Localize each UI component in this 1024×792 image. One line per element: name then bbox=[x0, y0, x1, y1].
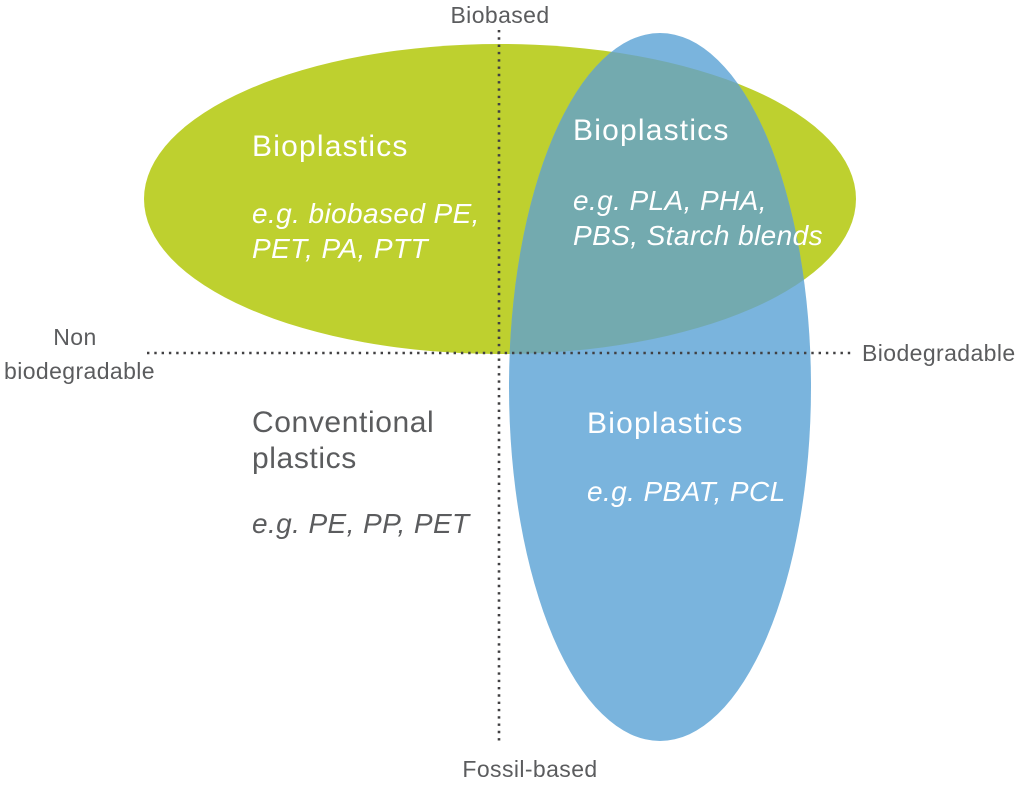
blue-region-heading: Bioplastics bbox=[587, 407, 744, 440]
overlap-region-examples: e.g. PLA, PHA, PBS, Starch blends bbox=[573, 185, 823, 251]
axis-label-biodegradable: Biodegradable bbox=[862, 340, 1016, 366]
green-region-examples: e.g. biobased PE, PET, PA, PTT bbox=[252, 198, 480, 264]
conventional-plastics-examples: e.g. PE, PP, PET bbox=[252, 508, 470, 539]
overlap-region bbox=[509, 44, 811, 354]
overlap-region-heading: Bioplastics bbox=[573, 114, 730, 147]
axis-label-non-biodegradable: Non biodegradable bbox=[4, 324, 155, 384]
blue-region-examples: e.g. PBAT, PCL bbox=[587, 476, 786, 507]
axis-label-biobased: Biobased bbox=[450, 2, 550, 28]
conventional-plastics-heading: Conventional plastics bbox=[252, 406, 435, 475]
axis-label-fossil-based: Fossil-based bbox=[462, 756, 598, 782]
green-region-heading: Bioplastics bbox=[252, 130, 409, 163]
